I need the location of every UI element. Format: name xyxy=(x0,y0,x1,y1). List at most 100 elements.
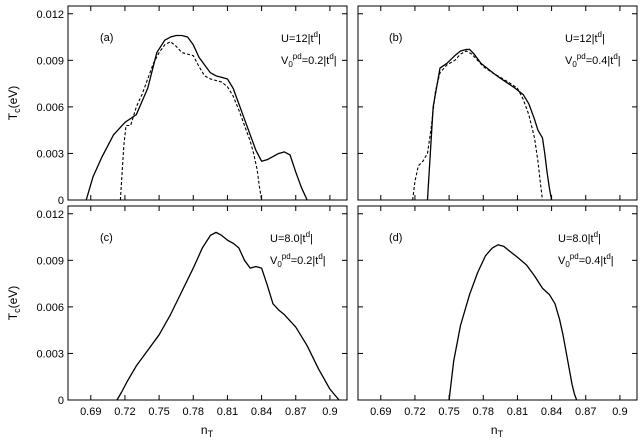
annotation-part: | xyxy=(310,233,313,245)
x-tick-label: 0.87 xyxy=(575,406,596,418)
x-tick-label: 0.72 xyxy=(404,406,425,418)
dashed-curve xyxy=(412,50,544,201)
panel-d-curves xyxy=(448,244,578,401)
y-axis-label-bottom: Tc(eV) xyxy=(6,286,22,321)
annotation-part: d xyxy=(598,30,602,39)
x-tick-label: 0.81 xyxy=(217,406,238,418)
annotation-part: d xyxy=(318,252,322,261)
annotation-part: | xyxy=(334,55,337,67)
annotation-part: 0 xyxy=(572,60,577,69)
annotation-part: 0 xyxy=(277,260,282,269)
annotation-part: pd xyxy=(570,252,579,261)
annotation-part: pd xyxy=(282,252,291,261)
y-tick-label: 0.009 xyxy=(36,55,64,67)
x-tick-label: 0.9 xyxy=(322,406,337,418)
x-tick-label: 0.75 xyxy=(148,406,169,418)
annotation-part: d xyxy=(314,30,318,39)
annotation-part: d xyxy=(594,230,598,239)
x-tick-label: 0.81 xyxy=(507,406,528,418)
annotation-part: =0.2|t xyxy=(291,255,319,267)
panel-a-annotation-line1: U=12|td| xyxy=(281,30,321,45)
panel-c-frame xyxy=(67,205,348,401)
annotation-part: 0 xyxy=(288,60,293,69)
annotation-part: V xyxy=(558,255,566,267)
y-tick-label: 0 xyxy=(58,395,64,407)
x-tick-label: 0.84 xyxy=(251,406,272,418)
panel-a-curves xyxy=(85,34,308,201)
x-tick-label: 0.87 xyxy=(285,406,306,418)
solid-curve xyxy=(116,231,340,401)
panel-b-ticks xyxy=(358,6,637,201)
annotation-part: | xyxy=(318,33,321,45)
annotation-part: | xyxy=(598,233,601,245)
x-tick-label: 0.69 xyxy=(80,406,101,418)
solid-curve xyxy=(448,244,578,401)
y-tick-label: 0.003 xyxy=(36,148,64,160)
x-tick-label: 0.69 xyxy=(370,406,391,418)
annotation-part: 0 xyxy=(565,260,570,269)
panel-c-curves xyxy=(116,231,340,401)
annotation-part: d xyxy=(606,252,610,261)
panel-b-label: (b) xyxy=(389,32,402,44)
annotation-part: V xyxy=(281,55,289,67)
panel-d-label: (d) xyxy=(389,232,402,244)
panel-b: (b) U=12|td| V0pd=0.4|td| xyxy=(357,5,638,201)
annotation-part: | xyxy=(323,255,326,267)
annotation-part: U=8.0|t xyxy=(270,233,306,245)
annotation-part: | xyxy=(618,55,621,67)
panel-a-label: (a) xyxy=(100,32,113,44)
panel-b-annotation-line1: U=12|td| xyxy=(565,30,605,45)
panel-c-ticks: 0 0.003 0.006 0.009 0.012 0.69 0.72 0.75 0.78 0.8… xyxy=(36,206,347,418)
y-tick-label: 0.012 xyxy=(36,209,64,221)
panel-b-annotation-line2: V0pd=0.4|td| xyxy=(565,52,621,69)
annotation-part: =0.4|t xyxy=(579,255,607,267)
panel-c-annotation-line2: V0pd=0.2|td| xyxy=(270,252,326,269)
panel-c: 0 0.003 0.006 0.009 0.012 0.69 0.72 0.75 0.78 0.8… xyxy=(36,205,348,418)
y-tick-label: 0.006 xyxy=(36,102,64,114)
annotation-part: V xyxy=(270,255,278,267)
y-tick-label: 0.006 xyxy=(36,302,64,314)
annotation-part: U=12|t xyxy=(281,33,314,45)
panel-b-frame xyxy=(357,5,638,201)
x-tick-label: 0.84 xyxy=(541,406,562,418)
x-tick-label: 0.75 xyxy=(438,406,459,418)
panel-d: 0.69 0.72 0.75 0.78 0.81 0.84 0.87 0.9 (d) U=8.… xyxy=(357,205,638,418)
x-tick-label: 0.72 xyxy=(114,406,135,418)
annotation-part: | xyxy=(611,255,614,267)
annotation-part: d xyxy=(306,230,310,239)
annotation-part: d xyxy=(329,52,333,61)
annotation-part: d xyxy=(613,52,617,61)
solid-curve xyxy=(426,48,553,201)
panel-a-frame xyxy=(67,5,348,201)
annotation-part: pd xyxy=(293,52,302,61)
panel-d-annotation-line1: U=8.0|td| xyxy=(558,230,601,245)
x-axis-label-right: nT xyxy=(491,423,504,439)
annotation-part: pd xyxy=(577,52,586,61)
dashed-curve xyxy=(119,41,263,201)
y-axis-label-top: Tc(eV) xyxy=(6,86,22,121)
y-tick-label: 0.012 xyxy=(36,9,64,21)
x-tick-label: 0.78 xyxy=(473,406,494,418)
y-tick-label: 0 xyxy=(58,195,64,207)
panel-d-frame xyxy=(357,205,638,401)
annotation-part: | xyxy=(602,33,605,45)
annotation-part: U=8.0|t xyxy=(558,233,594,245)
y-tick-label: 0.009 xyxy=(36,255,64,267)
solid-curve xyxy=(85,34,308,201)
x-tick-label: 0.9 xyxy=(612,406,627,418)
x-tick-label: 0.78 xyxy=(183,406,204,418)
annotation-part: =0.2|t xyxy=(302,55,330,67)
annotation-part: V xyxy=(565,55,573,67)
panel-a-annotation-line2: V0pd=0.2|td| xyxy=(281,52,337,69)
y-tick-label: 0.003 xyxy=(36,348,64,360)
panel-c-annotation-line1: U=8.0|td| xyxy=(270,230,313,245)
annotation-part: U=12|t xyxy=(565,33,598,45)
panel-c-label: (c) xyxy=(100,232,113,244)
panel-a-ticks: 0 0.003 0.006 0.009 0.012 xyxy=(36,6,347,207)
panel-b-curves xyxy=(412,48,553,201)
x-axis-label-left: nT xyxy=(201,423,214,439)
panel-d-annotation-line2: V0pd=0.4|td| xyxy=(558,252,614,269)
panel-d-ticks: 0.69 0.72 0.75 0.78 0.81 0.84 0.87 0.9 xyxy=(358,206,637,418)
